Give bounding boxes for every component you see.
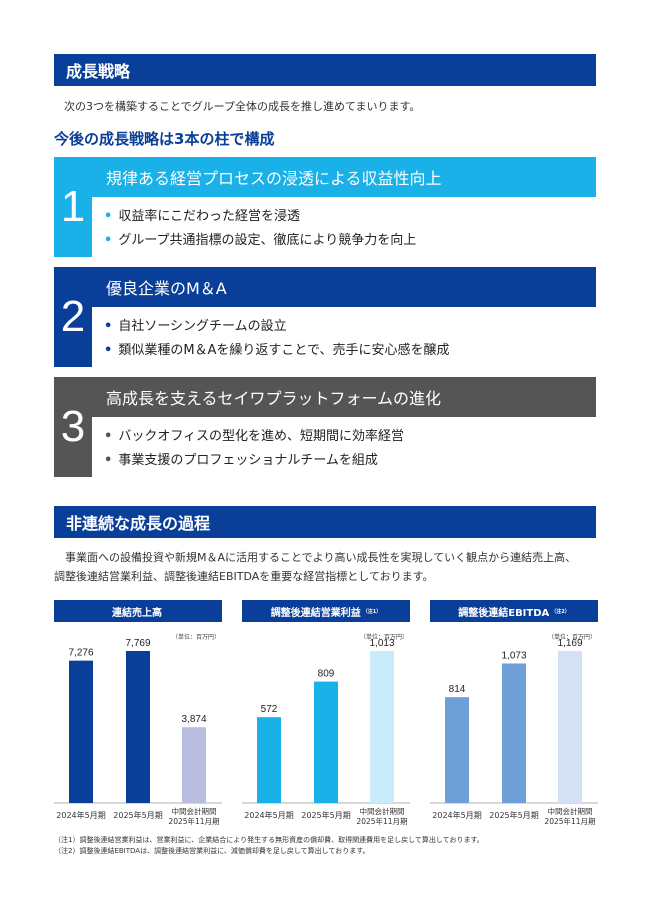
pillar-number: 3 bbox=[54, 377, 92, 477]
pillars-subhead: 今後の成長戦略は3本の柱で構成 bbox=[54, 130, 275, 148]
bullet-item: • 収益率にこだわった経営を浸透 bbox=[104, 209, 301, 224]
chart-data-label: 809 bbox=[318, 669, 335, 680]
chart-unit: （単位：百万円） bbox=[359, 634, 408, 641]
paragraph-line: 調整後連結営業利益、調整後連結EBITDAを重要な経営指標としております。 bbox=[54, 570, 434, 583]
chart-adjusted-ebitda: 調整後連結EBITDA （注2） （単位：百万円） 814 2024年5月期 1,07… bbox=[430, 600, 598, 832]
chart-bar bbox=[445, 697, 469, 803]
pillar-number: 1 bbox=[54, 157, 92, 257]
chart-bar bbox=[182, 727, 206, 803]
chart-data-label: 814 bbox=[449, 684, 466, 695]
chart-plot: 572 2024年5月期 809 2025年5月期 1,013 中間会計期間2025年11… bbox=[242, 638, 410, 826]
chart-plot: 7,276 2024年5月期 7,769 2025年5月期 3,874 中間会計期間202… bbox=[54, 638, 222, 826]
chart-category-label: 中間会計期間 bbox=[172, 806, 217, 816]
chart-category-label: 2024年5月期 bbox=[244, 810, 293, 820]
chart-data-label: 1,013 bbox=[369, 638, 394, 649]
chart-bar bbox=[126, 651, 150, 803]
lead-text: 次の3つを構築することでグループ全体の成長を推し進めてまいります。 bbox=[64, 100, 421, 113]
footnote: （注2）調整後連結EBITDAは、調整後連結営業利益に、減価償却費を足し戻して算… bbox=[54, 847, 370, 855]
bullet-item: • バックオフィスの型化を進め、短期間に効率経営 bbox=[104, 429, 405, 444]
section2-paragraph: 事業面への設備投資や新規M＆Aに活用することでより高い成長性を実現していく観点か… bbox=[54, 548, 596, 586]
chart-bar bbox=[257, 717, 281, 803]
chart-bar bbox=[502, 663, 526, 803]
chart-bar bbox=[370, 651, 394, 803]
bullet-item: • 類似業種のM＆Aを繰り返すことで、売手に安心感を醸成 bbox=[104, 343, 450, 358]
chart-data-label: 7,276 bbox=[68, 648, 93, 659]
pillar-3: 3 高成長を支えるセイワプラットフォームの進化 • バックオフィスの型化を進め、短… bbox=[54, 377, 596, 477]
chart-category-label: 2025年11月期 bbox=[544, 816, 595, 826]
pillar-title: 高成長を支えるセイワプラットフォームの進化 bbox=[92, 377, 596, 417]
chart-category-label: 2024年5月期 bbox=[56, 810, 105, 820]
chart-data-label: 572 bbox=[261, 704, 278, 715]
bullet-item: • グループ共通指標の設定、徹底により競争力を向上 bbox=[104, 233, 417, 248]
chart-category-label: 中間会計期間 bbox=[360, 806, 405, 816]
paragraph-line: 事業面への設備投資や新規M＆Aに活用することでより高い成長性を実現していく観点か… bbox=[65, 551, 577, 564]
chart-category-label: 2025年11月期 bbox=[168, 816, 219, 826]
chart-title: 調整後連結EBITDA （注2） bbox=[430, 600, 598, 622]
bullet-item: • 自社ソーシングチームの設立 bbox=[104, 319, 287, 334]
section-title-text: 成長戦略 bbox=[66, 62, 131, 81]
chart-category-label: 2025年5月期 bbox=[301, 810, 350, 820]
section-title-text: 非連続な成長の過程 bbox=[66, 514, 211, 533]
chart-category-label: 2025年5月期 bbox=[489, 810, 538, 820]
chart-plot: 814 2024年5月期 1,073 2025年5月期 1,169 中間会計期間2025年… bbox=[430, 638, 598, 826]
pillar-bullets: • 収益率にこだわった経営を浸透 • グループ共通指標の設定、徹底により競争力を向上 bbox=[104, 205, 416, 253]
chart-adjusted-operating-profit: 調整後連結営業利益 （注1） （単位：百万円） 572 2024年5月期 809 202… bbox=[242, 600, 410, 832]
pillar-bullets: • バックオフィスの型化を進め、短期間に効率経営 • 事業支援のプロフェッショナルチ… bbox=[104, 425, 404, 473]
section-title-growth-process: 非連続な成長の過程 bbox=[54, 506, 596, 538]
bullet-item: • 事業支援のプロフェッショナルチームを組成 bbox=[104, 453, 378, 468]
pillar-title: 規律ある経営プロセスの浸透による収益性向上 bbox=[92, 157, 596, 197]
chart-title: 連結売上高 bbox=[54, 600, 222, 622]
chart-bar bbox=[558, 651, 582, 803]
chart-category-label: 2024年5月期 bbox=[432, 810, 481, 820]
chart-unit: （単位：百万円） bbox=[171, 634, 220, 641]
footnote: （注1）調整後連結営業利益は、営業利益に、企業結合により発生する無形資産の償却費… bbox=[54, 836, 484, 844]
chart-data-label: 3,874 bbox=[181, 714, 206, 725]
section-title-growth-strategy: 成長戦略 bbox=[54, 54, 596, 86]
chart-category-label: 2025年11月期 bbox=[356, 816, 407, 826]
footnotes: （注1）調整後連結営業利益は、営業利益に、企業結合により発生する無形資産の償却費… bbox=[54, 835, 484, 857]
chart-category-label: 2025年5月期 bbox=[113, 810, 162, 820]
chart-bar bbox=[314, 681, 338, 803]
pillar-bullets: • 自社ソーシングチームの設立 • 類似業種のM＆Aを繰り返すことで、売手に安心感を… bbox=[104, 315, 450, 363]
chart-data-label: 7,769 bbox=[125, 638, 150, 649]
pillar-1: 1 規律ある経営プロセスの浸透による収益性向上 • 収益率にこだわった経営を浸透 … bbox=[54, 157, 596, 257]
pillar-title: 優良企業のM＆A bbox=[92, 267, 596, 307]
pillar-2: 2 優良企業のM＆A • 自社ソーシングチームの設立 • 類似業種のM＆Aを繰り返す… bbox=[54, 267, 596, 367]
chart-consolidated-sales: 連結売上高 （単位：百万円） 7,276 2024年5月期 7,769 2025年5月… bbox=[54, 600, 222, 832]
chart-data-label: 1,073 bbox=[501, 650, 526, 661]
chart-title: 調整後連結営業利益 （注1） bbox=[242, 600, 410, 622]
pillar-number: 2 bbox=[54, 267, 92, 367]
chart-data-label: 1,169 bbox=[557, 638, 582, 649]
chart-bar bbox=[69, 660, 93, 803]
chart-category-label: 中間会計期間 bbox=[548, 806, 593, 816]
chart-unit: （単位：百万円） bbox=[547, 634, 596, 641]
